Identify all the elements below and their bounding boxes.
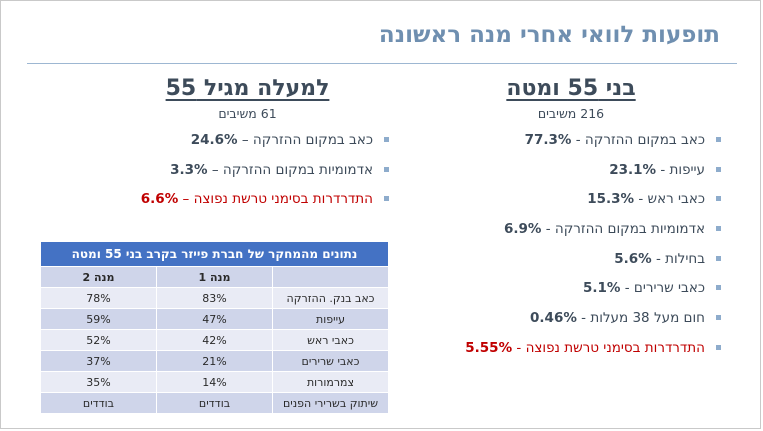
item-label: התדרדרות בסימני טרשת נפוצה - (512, 339, 705, 356)
value-cell: בודדים (39, 392, 158, 414)
value-cell: בודדים (156, 392, 273, 414)
table-row: צמרמורות 14% 35% (39, 371, 389, 393)
square-bullet-icon (716, 226, 721, 232)
table-caption: נתונים מהמחקר של חברת פייזר בקרב בני 55 … (39, 241, 390, 267)
value-cell: 47% (156, 308, 273, 330)
slide-title: תופעות לוואי אחרי מנה ראשונה (378, 22, 720, 48)
item-value: 5.1% (583, 280, 621, 297)
list-item: כאבי ראש - 15.3% (421, 189, 721, 219)
row-label-cell: שיתוק בשרירי הפנים (272, 392, 389, 414)
column-header (272, 266, 389, 288)
item-label: חום מעל 38 מעלות - (576, 310, 705, 327)
side-effects-list: כאב במקום ההזרקה – 24.6% אדמומיות במקום ה… (106, 130, 389, 219)
item-label: התדרדרות בסימני טרשת נפוצה – (178, 191, 373, 208)
row-label-cell: עייפות (272, 308, 389, 330)
item-value: 24.6% (190, 132, 238, 148)
item-value: 6.9% (504, 221, 542, 238)
item-label: כאב במקום ההזרקה – (237, 132, 373, 148)
side-effects-list: כאב במקום ההזרקה - 77.3% עייפות - 23.1% כא… (421, 130, 721, 368)
square-bullet-icon (716, 196, 721, 202)
list-item: חום מעל 38 מעלות - 0.46% (421, 308, 721, 338)
list-item: כאבי שרירים - 5.1% (421, 278, 721, 308)
table-header-row: מנה 1 מנה 2 (39, 266, 389, 288)
table-body: מנה 1 מנה 2 כאב בנק. ההזרקה 83% 78% עייפות 47%… (39, 266, 389, 414)
square-bullet-icon (384, 137, 389, 142)
item-value: 77.3% (524, 132, 572, 148)
table-row: כאבי ראש 42% 52% (39, 329, 389, 351)
item-value: 0.46% (530, 310, 577, 327)
list-item: אדמומיות במקום ההזרקה - 6.9% (421, 219, 721, 249)
list-item: התדרדרות בסימני טרשת נפוצה - 5.55% (421, 338, 721, 368)
item-label: כאב במקום ההזרקה - (571, 132, 705, 148)
item-label: כאבי שרירים - (620, 280, 705, 297)
list-item: בחילות - 5.6% (421, 249, 721, 279)
item-value: 5.6% (614, 250, 652, 267)
item-value: 5.55% (465, 339, 513, 356)
item-label: עייפות - (656, 161, 705, 178)
item-value: 15.3% (587, 191, 635, 208)
item-value: 23.1% (609, 161, 657, 178)
title-divider (27, 63, 737, 64)
column-heading: בני 55 ומטה (506, 76, 636, 101)
table-row: כאב בנק. ההזרקה 83% 78% (39, 287, 389, 309)
respondents-count: 61 משיבים (218, 106, 277, 121)
column-heading: למעלה מגיל 55 (165, 76, 330, 101)
row-label-cell: כאבי ראש (272, 329, 389, 351)
table-row: שיתוק בשרירי הפנים בודדים בודדים (39, 392, 389, 414)
column-header: מנה 1 (156, 266, 273, 288)
value-cell: 35% (39, 371, 158, 393)
table-row: עייפות 47% 59% (39, 308, 389, 330)
value-cell: 83% (156, 287, 273, 309)
square-bullet-icon (716, 344, 721, 350)
square-bullet-icon (716, 255, 721, 261)
list-item: עייפות - 23.1% (421, 160, 721, 190)
column-under-55: בני 55 ומטה 216 משיבים כאב במקום ההזרקה … (421, 73, 721, 368)
row-label-cell: כאבי שרירים (272, 350, 389, 372)
list-item: כאב במקום ההזרקה - 77.3% (421, 130, 721, 160)
row-label-cell: כאב בנק. ההזרקה (272, 287, 389, 309)
square-bullet-icon (384, 196, 389, 202)
value-cell: 52% (39, 329, 158, 351)
square-bullet-icon (716, 166, 721, 172)
value-cell: 14% (156, 371, 273, 393)
value-cell: 37% (39, 350, 158, 372)
table-row: כאבי שרירים 21% 37% (39, 350, 389, 372)
item-label: אדמומיות במקום ההזרקה – (207, 161, 373, 178)
list-item: כאב במקום ההזרקה – 24.6% (106, 130, 389, 160)
data-table: נתונים מהמחקר של חברת פייזר בקרב בני 55 … (39, 241, 390, 414)
item-label: בחילות - (651, 250, 705, 267)
item-value: 3.3% (170, 161, 208, 178)
square-bullet-icon (716, 137, 721, 142)
square-bullet-icon (716, 315, 721, 321)
value-cell: 21% (156, 350, 273, 372)
item-label: כאבי ראש - (634, 191, 705, 208)
column-header: מנה 2 (39, 266, 158, 288)
row-label-cell: צמרמורות (272, 371, 389, 393)
pfizer-data-table: נתונים מהמחקר של חברת פייזר בקרב בני 55 … (39, 241, 390, 414)
column-over-55: למעלה מגיל 55 61 משיבים כאב במקום ההזרקה… (106, 73, 389, 219)
square-bullet-icon (716, 285, 721, 291)
respondents-count: 216 משיבים (537, 106, 605, 121)
value-cell: 78% (39, 287, 158, 309)
value-cell: 42% (156, 329, 273, 351)
value-cell: 59% (39, 308, 158, 330)
list-item: התדרדרות בסימני טרשת נפוצה – 6.6% (106, 189, 389, 219)
item-value: 6.6% (140, 191, 179, 208)
list-item: אדמומיות במקום ההזרקה – 3.3% (106, 160, 389, 190)
item-label: אדמומיות במקום ההזרקה - (541, 221, 705, 238)
square-bullet-icon (384, 166, 389, 172)
